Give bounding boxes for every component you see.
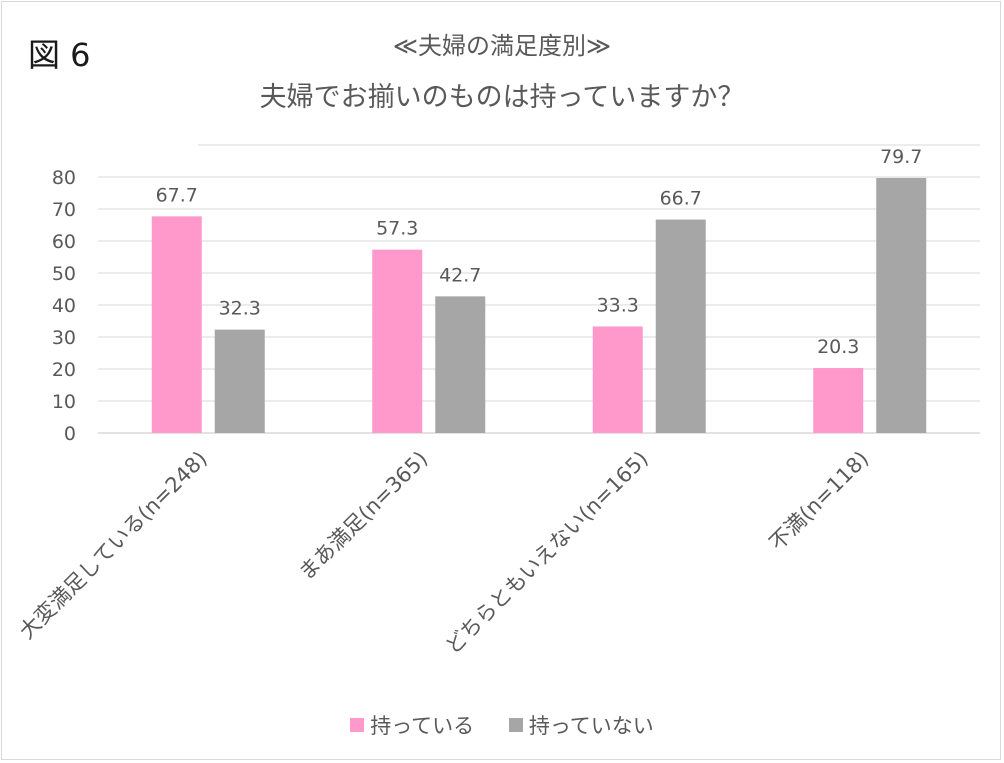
data-label: 66.7 bbox=[660, 188, 702, 210]
data-label: 32.3 bbox=[219, 298, 261, 320]
data-label: 57.3 bbox=[376, 218, 418, 240]
bar-not-have bbox=[876, 177, 927, 433]
legend-label-not-have: 持っていない bbox=[528, 714, 654, 738]
y-tick-label: 0 bbox=[64, 423, 76, 445]
data-label: 42.7 bbox=[439, 264, 481, 286]
legend-swatch-have bbox=[350, 718, 365, 732]
x-category-label: 不満(n=118) bbox=[765, 447, 873, 555]
y-tick-label: 20 bbox=[52, 359, 76, 381]
y-tick-label: 60 bbox=[52, 231, 76, 253]
x-category-label: 大変満足している(n=248) bbox=[15, 447, 212, 644]
y-tick-label: 70 bbox=[52, 199, 76, 221]
x-category-label: どちらともいえない(n=165) bbox=[441, 447, 653, 659]
bar-have bbox=[372, 249, 423, 433]
bar-not-have bbox=[435, 296, 486, 433]
y-tick-label: 40 bbox=[52, 295, 76, 317]
y-tick-label: 50 bbox=[52, 263, 76, 285]
legend-item-have: 持っている bbox=[350, 710, 474, 740]
bar-have bbox=[813, 368, 864, 433]
x-category-label: まあ満足(n=365) bbox=[294, 447, 432, 585]
data-label: 79.7 bbox=[880, 146, 922, 168]
bar-not-have bbox=[655, 219, 706, 433]
y-tick-label: 10 bbox=[52, 391, 76, 413]
legend: 持っている 持っていない bbox=[0, 710, 1004, 740]
y-tick-label: 30 bbox=[52, 327, 76, 349]
bar-not-have bbox=[214, 329, 265, 433]
chart-title: ≪夫婦の満足度別≫ bbox=[392, 32, 612, 60]
legend-label-have: 持っている bbox=[370, 714, 475, 738]
legend-item-not-have: 持っていない bbox=[508, 710, 654, 740]
data-label: 67.7 bbox=[156, 184, 198, 206]
y-tick-label: 80 bbox=[52, 167, 76, 189]
data-label: 20.3 bbox=[817, 336, 859, 358]
chart-subtitle: 夫婦でお揃いのものは持っていますか？ bbox=[259, 82, 745, 113]
legend-swatch-not-have bbox=[508, 718, 523, 732]
figure-label: 図 6 bbox=[28, 36, 91, 74]
bar-have bbox=[151, 216, 202, 433]
data-label: 33.3 bbox=[597, 294, 639, 316]
bar-have bbox=[592, 326, 643, 433]
